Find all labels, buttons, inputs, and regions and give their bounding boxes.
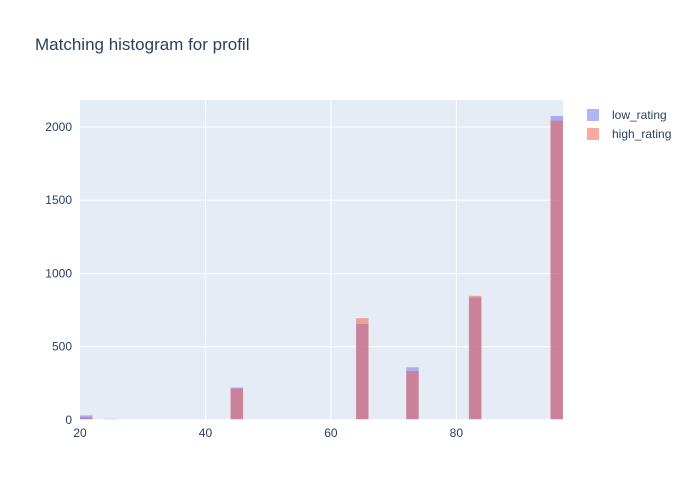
y-tick-label: 2000	[45, 120, 72, 134]
y-tick-label: 1000	[45, 266, 72, 280]
y-tick-label: 0	[65, 413, 72, 427]
legend-swatch	[587, 128, 599, 140]
histogram-bar-high_rating[interactable]	[230, 388, 244, 421]
plot-area	[80, 100, 563, 420]
histogram-bar-high_rating[interactable]	[468, 295, 482, 421]
histogram-bar-high_rating[interactable]	[550, 120, 564, 421]
y-tick-label: 1500	[45, 193, 72, 207]
legend-label: high_rating	[612, 127, 671, 141]
bars-layer	[79, 115, 564, 421]
x-axis: 20 40 60 80	[73, 426, 463, 440]
x-tick-label: 60	[324, 426, 338, 440]
x-tick-label: 20	[73, 426, 87, 440]
legend-label: low_rating	[612, 108, 667, 122]
legend-item-high_rating[interactable]: high_rating	[587, 127, 671, 141]
legend[interactable]: low_rating high_rating	[587, 108, 671, 141]
y-tick-label: 500	[52, 340, 72, 354]
chart-title: Matching histogram for profil	[35, 35, 249, 54]
x-tick-label: 40	[199, 426, 213, 440]
y-axis: 0 500 1000 1500 2000	[45, 120, 72, 427]
gridlines	[80, 100, 563, 420]
x-tick-label: 80	[450, 426, 464, 440]
histogram-bar-high_rating[interactable]	[405, 370, 419, 421]
series-high_rating	[79, 120, 564, 421]
histogram-bar-high_rating[interactable]	[355, 317, 369, 421]
legend-item-low_rating[interactable]: low_rating	[587, 108, 667, 122]
legend-swatch	[587, 109, 599, 121]
